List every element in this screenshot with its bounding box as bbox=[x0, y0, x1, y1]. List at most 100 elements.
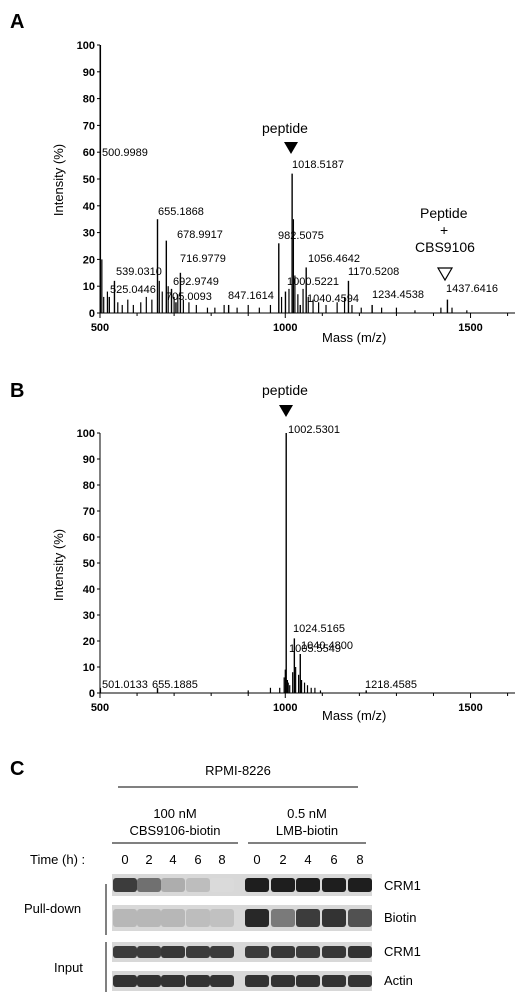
group-1-line1: 100 nM bbox=[153, 806, 196, 821]
time-label: Time (h) : bbox=[30, 852, 85, 867]
blot-band bbox=[348, 878, 372, 892]
time-point-label: 0 bbox=[253, 852, 260, 867]
peak-label: 655.1868 bbox=[158, 206, 204, 218]
time-point-label: 4 bbox=[169, 852, 176, 867]
x-tick-label: 1000 bbox=[273, 322, 297, 334]
open-triangle-marker-a bbox=[436, 267, 454, 282]
blot-band bbox=[296, 878, 320, 892]
peak-label: 500.9989 bbox=[102, 147, 148, 159]
annotation-adduct-line1: Peptide bbox=[420, 205, 468, 221]
y-axis-label-b: Intensity (%) bbox=[51, 529, 66, 601]
blot-band bbox=[161, 909, 185, 927]
row-label-actin: Actin bbox=[384, 973, 413, 988]
time-point-label: 2 bbox=[145, 852, 152, 867]
group-1-line2: CBS9106-biotin bbox=[129, 823, 220, 838]
blot-band bbox=[348, 909, 372, 927]
section-label-input: Input bbox=[54, 960, 83, 975]
peak-label: 716.9779 bbox=[180, 253, 226, 265]
blot-band bbox=[186, 946, 210, 958]
blot-band bbox=[161, 878, 185, 892]
blot-band bbox=[245, 909, 269, 927]
peak-label: 501.0133 bbox=[102, 679, 148, 691]
y-tick-label: 0 bbox=[89, 688, 95, 700]
y-tick-label: 90 bbox=[83, 67, 95, 79]
blot-band bbox=[210, 909, 234, 927]
time-point-label: 6 bbox=[194, 852, 201, 867]
blot-band bbox=[245, 946, 269, 958]
y-tick-label: 60 bbox=[83, 532, 95, 544]
peak-label: 1000.5221 bbox=[287, 276, 339, 288]
peak-label: 678.9917 bbox=[177, 229, 223, 241]
peak-label: 1437.6416 bbox=[446, 283, 498, 295]
blot-band bbox=[296, 975, 320, 987]
x-tick-label: 1000 bbox=[273, 702, 297, 714]
blot-band bbox=[271, 909, 295, 927]
blot-band bbox=[137, 878, 161, 892]
panel-label-c: C bbox=[10, 758, 24, 780]
blot-band bbox=[161, 946, 185, 958]
blot-band bbox=[322, 909, 346, 927]
blot-band bbox=[210, 946, 234, 958]
blot-band bbox=[186, 909, 210, 927]
peak-label: 1024.5165 bbox=[293, 623, 345, 635]
annotation-peptide-a: peptide bbox=[262, 120, 308, 136]
peak-label: 847.1614 bbox=[228, 290, 274, 302]
blot-band bbox=[322, 878, 346, 892]
blot-band bbox=[271, 946, 295, 958]
blot-band bbox=[113, 909, 137, 927]
peak-label: 655.1885 bbox=[152, 679, 198, 691]
peak-label: 1040.4594 bbox=[307, 293, 359, 305]
y-tick-label: 80 bbox=[83, 94, 95, 106]
section-label-pulldown: Pull-down bbox=[24, 901, 81, 916]
y-tick-label: 40 bbox=[83, 201, 95, 213]
peak-label: 1170.5208 bbox=[348, 266, 399, 278]
blot-band bbox=[296, 909, 320, 927]
peak-label: 1218.4585 bbox=[365, 679, 417, 691]
blot-band bbox=[210, 878, 234, 892]
blot-band bbox=[186, 975, 210, 987]
group-2-line2: LMB-biotin bbox=[276, 823, 338, 838]
x-axis-label-a: Mass (m/z) bbox=[322, 330, 386, 345]
spectrum-a: Mass (m/z) Intensity (%) peptide Peptide… bbox=[51, 40, 515, 345]
group-2-line1: 0.5 nM bbox=[287, 806, 327, 821]
y-tick-label: 0 bbox=[89, 308, 95, 320]
peak-label: 1234.4538 bbox=[372, 289, 424, 301]
time-point-label: 6 bbox=[330, 852, 337, 867]
time-point-label: 0 bbox=[121, 852, 128, 867]
peak-label: 1005.5549 bbox=[289, 643, 341, 655]
y-tick-label: 20 bbox=[83, 254, 95, 266]
x-tick-label: 1500 bbox=[458, 322, 482, 334]
y-tick-label: 30 bbox=[83, 228, 95, 240]
x-tick-label: 500 bbox=[91, 322, 109, 334]
panel-label-a: A bbox=[10, 11, 24, 33]
blot-band bbox=[348, 946, 372, 958]
time-point-label: 8 bbox=[356, 852, 363, 867]
peak-label: 1002.5301 bbox=[288, 424, 340, 436]
blot-band bbox=[113, 946, 137, 958]
peak-label: 705.0093 bbox=[166, 291, 212, 303]
y-axis-label-a: Intensity (%) bbox=[51, 144, 66, 216]
blot-band bbox=[113, 975, 137, 987]
x-tick-label: 1500 bbox=[458, 702, 482, 714]
y-tick-label: 20 bbox=[83, 636, 95, 648]
y-tick-label: 10 bbox=[83, 662, 95, 674]
y-tick-label: 70 bbox=[83, 120, 95, 132]
y-tick-label: 60 bbox=[83, 147, 95, 159]
row-label-crm1-input: CRM1 bbox=[384, 944, 421, 959]
blot-band bbox=[271, 878, 295, 892]
peak-label: 525.0446 bbox=[110, 284, 156, 296]
annotation-adduct-line2: + bbox=[440, 222, 448, 238]
y-tick-label: 50 bbox=[83, 174, 95, 186]
y-tick-label: 80 bbox=[83, 480, 95, 492]
peak-label: 1040.4800 bbox=[301, 640, 353, 652]
blot-band bbox=[322, 975, 346, 987]
time-point-label: 4 bbox=[304, 852, 311, 867]
y-tick-label: 30 bbox=[83, 610, 95, 622]
panel-label-b: B bbox=[10, 380, 24, 402]
time-point-label: 2 bbox=[279, 852, 286, 867]
filled-triangle-marker-a bbox=[284, 142, 298, 154]
blot-band bbox=[296, 946, 320, 958]
peak-label: 1056.4642 bbox=[308, 253, 360, 265]
